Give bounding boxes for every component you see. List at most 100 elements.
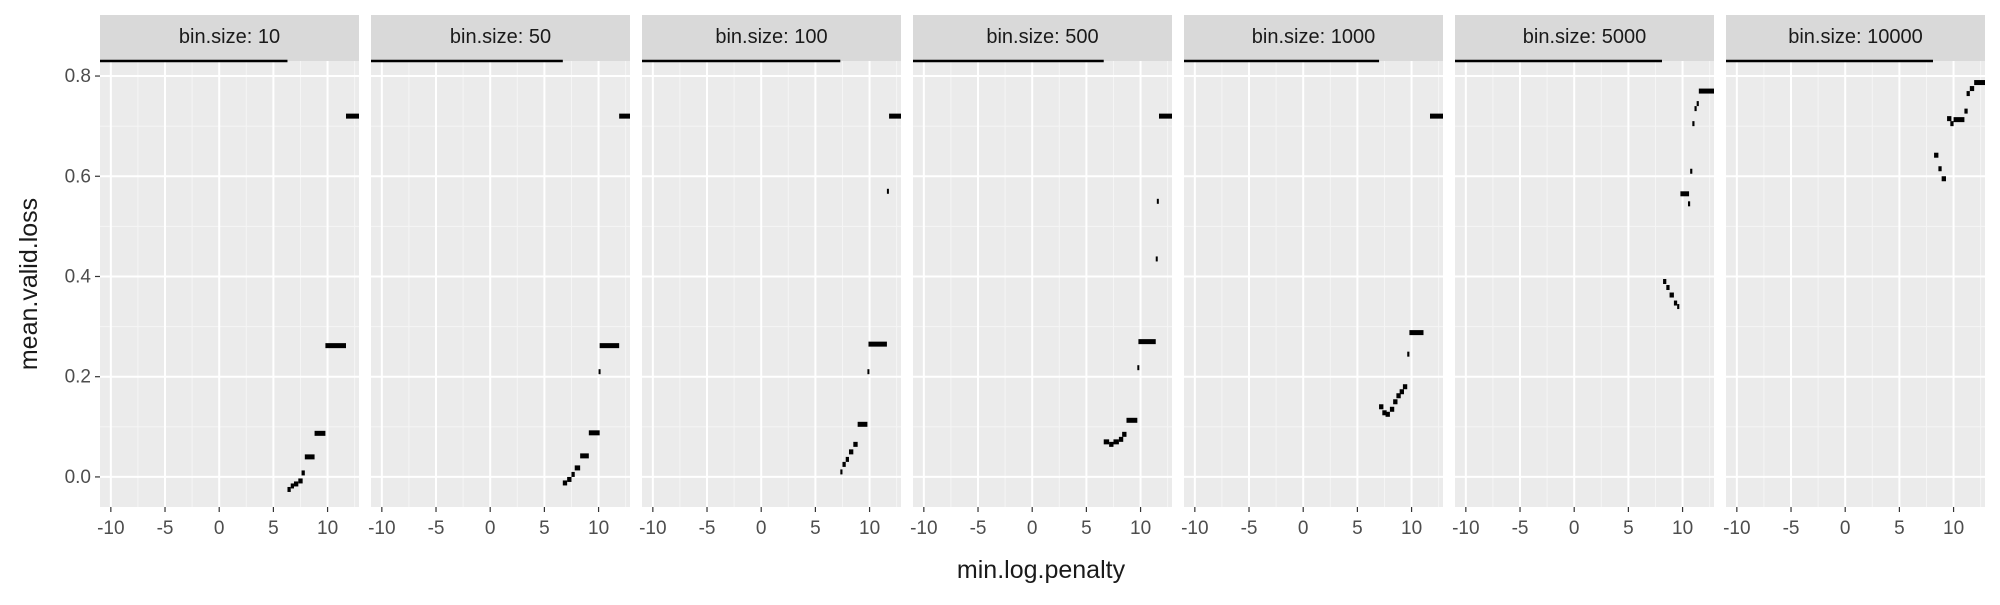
loss-segment <box>1122 431 1127 437</box>
loss-segment <box>1429 113 1443 119</box>
facet-strip-label: bin.size: 50 <box>450 26 551 48</box>
x-tick-label: 5 <box>539 518 550 539</box>
loss-segment <box>588 430 600 436</box>
x-tick-label: 10 <box>859 518 880 539</box>
loss-segment <box>1696 101 1699 107</box>
loss-segment <box>1407 351 1410 357</box>
x-tick-label: 0 <box>1840 518 1851 539</box>
panel-background <box>1455 61 1714 507</box>
facet-strip <box>371 15 630 61</box>
loss-segment <box>1156 198 1159 204</box>
loss-segment <box>599 343 620 349</box>
loss-segment <box>1389 406 1395 412</box>
y-tick-label: 0.6 <box>65 166 91 187</box>
loss-segment <box>314 430 326 436</box>
loss-segment <box>1680 191 1690 197</box>
x-tick-label: 5 <box>1623 518 1634 539</box>
y-tick-label: 0.8 <box>65 66 91 87</box>
x-tick-label: -5 <box>1783 518 1800 539</box>
x-tick-label: -5 <box>428 518 445 539</box>
x-tick-label: 10 <box>588 518 609 539</box>
loss-segment <box>1103 439 1110 445</box>
loss-segment <box>1402 384 1408 390</box>
facet-strip <box>913 15 1172 61</box>
x-tick-label: 0 <box>1027 518 1038 539</box>
loss-segment <box>580 453 589 459</box>
loss-segment <box>1379 404 1384 410</box>
x-tick-label: 10 <box>317 518 338 539</box>
loss-segment <box>1692 121 1695 127</box>
loss-segment <box>1698 88 1714 94</box>
loss-segment <box>1663 278 1667 284</box>
loss-segment <box>325 343 346 349</box>
facet-strip-label: bin.size: 10 <box>179 26 280 48</box>
facet-strip-label: bin.size: 10000 <box>1788 26 1923 48</box>
loss-segment <box>1137 365 1140 371</box>
x-tick-label: 5 <box>1352 518 1363 539</box>
loss-segment <box>1399 389 1404 395</box>
loss-segment <box>571 471 575 477</box>
loss-segment <box>845 456 849 462</box>
loss-segment <box>853 441 858 447</box>
x-tick-label: 0 <box>214 518 225 539</box>
panel-background <box>642 61 901 507</box>
loss-segment <box>1677 304 1680 310</box>
loss-segment <box>1109 441 1114 447</box>
facet-strip <box>1455 15 1714 61</box>
x-tick-label: -10 <box>97 518 124 539</box>
x-tick-label: 0 <box>756 518 767 539</box>
loss-segment <box>1118 436 1124 442</box>
x-tick-label: -5 <box>157 518 174 539</box>
loss-segment <box>598 369 601 375</box>
loss-segment <box>1934 152 1939 158</box>
loss-segment <box>1409 330 1424 336</box>
loss-segment <box>567 476 572 482</box>
loss-segment <box>840 469 843 475</box>
x-tick-label: 0 <box>485 518 496 539</box>
loss-segment <box>1673 300 1678 306</box>
x-tick-label: 5 <box>1081 518 1092 539</box>
panel-background <box>100 61 359 507</box>
loss-segment <box>1966 91 1970 97</box>
x-tick-label: -10 <box>368 518 395 539</box>
loss-segment <box>562 480 568 486</box>
loss-segment <box>1687 201 1691 207</box>
loss-segment <box>1690 168 1693 174</box>
facet-strip-label: bin.size: 500 <box>986 26 1098 48</box>
loss-segment <box>1158 113 1172 119</box>
loss-segment <box>1666 285 1670 291</box>
facet-strip <box>1184 15 1443 61</box>
x-tick-label: 5 <box>810 518 821 539</box>
y-tick-label: 0.2 <box>65 367 91 388</box>
panel-background <box>371 61 630 507</box>
loss-segment <box>287 486 291 492</box>
loss-segment <box>1947 116 1952 122</box>
x-tick-label: -5 <box>970 518 987 539</box>
loss-segment <box>889 113 901 119</box>
loss-segment <box>1938 166 1942 172</box>
loss-segment <box>1694 106 1697 112</box>
loss-segment <box>290 483 294 489</box>
loss-segment <box>1974 80 1985 86</box>
x-tick-label: -10 <box>1723 518 1750 539</box>
loss-segment <box>1669 292 1674 298</box>
loss-segment <box>1941 176 1946 182</box>
x-tick-label: 5 <box>268 518 279 539</box>
y-axis-title: mean.valid.loss <box>15 198 43 370</box>
loss-segment <box>867 369 870 375</box>
x-tick-label: 10 <box>1401 518 1422 539</box>
x-tick-label: -10 <box>639 518 666 539</box>
loss-segment <box>1382 410 1387 416</box>
x-tick-label: -5 <box>1241 518 1258 539</box>
loss-segment <box>857 421 868 427</box>
loss-segment <box>1950 121 1954 127</box>
panel-background <box>913 61 1172 507</box>
loss-segment <box>304 454 315 460</box>
x-tick-label: 10 <box>1943 518 1964 539</box>
loss-segment <box>1953 117 1965 123</box>
y-tick-label: 0.0 <box>65 467 91 488</box>
x-tick-label: -5 <box>1512 518 1529 539</box>
facet-strip <box>100 15 359 61</box>
